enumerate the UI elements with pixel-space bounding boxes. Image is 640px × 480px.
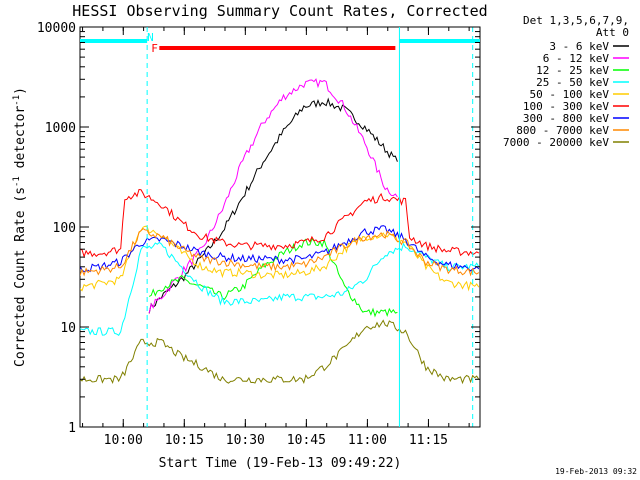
- x-tick-label: 10:45: [287, 433, 326, 448]
- x-tick-label: 11:15: [409, 433, 448, 448]
- y-tick-label: 1: [68, 421, 76, 436]
- markers-layer: NF: [80, 27, 480, 427]
- legend-entry-label: 7000 - 20000 keV: [503, 136, 609, 149]
- series-line: [80, 225, 480, 273]
- legend-entry-label: 6 - 12 keV: [543, 52, 610, 65]
- legend-entry-label: 800 - 7000 keV: [516, 124, 609, 137]
- y-tick-label: 10: [60, 321, 76, 336]
- series-line: [148, 97, 398, 314]
- legend-entry-label: 3 - 6 keV: [549, 40, 609, 53]
- chart-title: HESSI Observing Summary Count Rates, Cor…: [72, 2, 487, 20]
- y-axis: 1 10 100 1000 10000: [37, 21, 480, 436]
- y-tick-label: 10000: [37, 21, 76, 36]
- y-axis-label: Corrected Count Rate (s-1 detector-1): [12, 87, 28, 367]
- x-tick-label: 10:15: [165, 433, 204, 448]
- legend-entry-label: 100 - 300 keV: [523, 100, 609, 113]
- x-tick-label: 11:00: [348, 433, 387, 448]
- legend-header-line2: Att 0: [596, 26, 629, 39]
- series-line: [80, 319, 480, 385]
- series-layer: [80, 78, 480, 385]
- footer-timestamp: 19-Feb-2013 09:32: [555, 467, 637, 476]
- series-line: [80, 225, 480, 292]
- flag-marker-label: N: [147, 31, 154, 44]
- x-axis-label: Start Time (19-Feb-13 09:49:22): [159, 456, 402, 471]
- series-line: [80, 241, 480, 336]
- x-tick-label: 10:30: [226, 433, 265, 448]
- legend-entry-label: 50 - 100 keV: [530, 88, 610, 101]
- x-tick-label: 10:00: [104, 433, 143, 448]
- legend-entry-label: 12 - 25 keV: [536, 64, 609, 77]
- flag-marker-label: F: [151, 42, 158, 55]
- plot-frame: [79, 26, 481, 428]
- y-tick-label: 1000: [45, 121, 76, 136]
- legend-entry-label: 25 - 50 keV: [536, 76, 609, 89]
- legend-entry-label: 300 - 800 keV: [523, 112, 609, 125]
- y-tick-label: 100: [53, 221, 76, 236]
- x-axis: 10:00 10:15 10:30 10:45 11:00 11:15: [82, 27, 470, 448]
- series-line: [148, 78, 398, 314]
- series-line: [80, 227, 480, 277]
- legend-header-line1: Det 1,3,5,6,7,9,: [523, 14, 629, 27]
- series-line: [80, 188, 480, 259]
